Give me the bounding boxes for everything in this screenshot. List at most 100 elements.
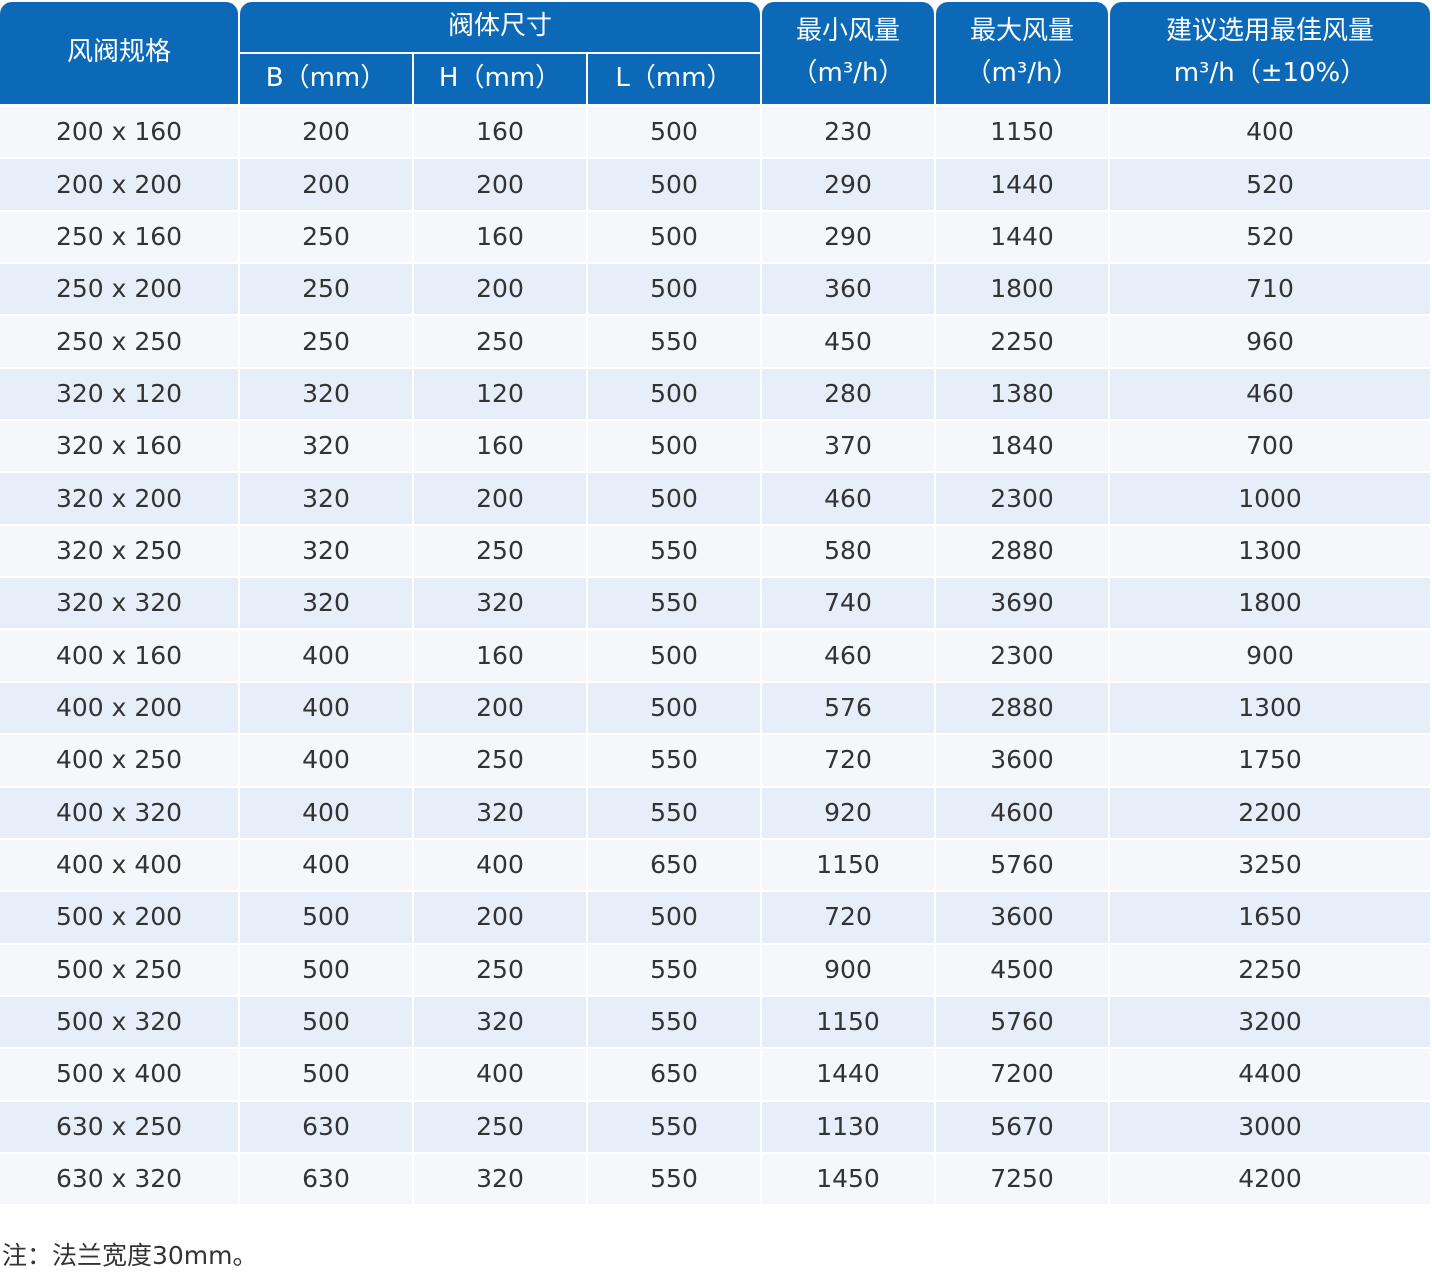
table-cell: 5760 — [936, 996, 1108, 1048]
header-text: 风阀规格 — [66, 37, 171, 68]
table-cell: 500 x 200 — [0, 892, 238, 943]
table-cell: 250 — [240, 211, 412, 263]
header-cell: 阀体尺寸 — [240, 2, 760, 52]
table-cell: 160 — [414, 630, 586, 681]
table-cell: 920 — [762, 787, 934, 838]
table-cell: 290 — [762, 211, 934, 263]
table-cell: 200 x 200 — [0, 159, 238, 210]
table-cell: 200 x 160 — [0, 107, 238, 158]
table-cell: 2250 — [1110, 944, 1430, 995]
table-cell: 550 — [588, 944, 760, 995]
table-cell: 320 — [414, 787, 586, 838]
table-cell: 500 x 250 — [0, 944, 238, 995]
table-cell: 3690 — [936, 578, 1108, 629]
table-cell: 630 — [240, 1154, 412, 1205]
header-text: L（mm） — [615, 63, 733, 94]
table-cell: 1750 — [1110, 735, 1430, 786]
table-cell: 360 — [762, 264, 934, 315]
table-cell: 4600 — [936, 787, 1108, 838]
table-cell: 400 — [414, 839, 586, 891]
table-cell: 400 x 200 — [0, 682, 238, 734]
table-cell: 900 — [762, 944, 934, 995]
table-cell: 500 — [588, 630, 760, 681]
table-cell: 5670 — [936, 1101, 1108, 1152]
header-cell: 建议选用最佳风量 m³/h（±10%） — [1110, 2, 1430, 104]
table-cell: 1800 — [936, 264, 1108, 315]
header-cell: 风阀规格 — [0, 2, 238, 104]
table-cell: 550 — [588, 787, 760, 838]
table-cell: 200 — [414, 264, 586, 315]
header-text: H（mm） — [438, 63, 562, 94]
table-cell: 630 x 320 — [0, 1154, 238, 1205]
table-cell: 320 x 120 — [0, 368, 238, 420]
table-cell: 400 x 160 — [0, 630, 238, 681]
table-cell: 5760 — [936, 839, 1108, 891]
table-cell: 550 — [588, 316, 760, 367]
table-cell: 740 — [762, 578, 934, 629]
table-cell: 3000 — [1110, 1101, 1430, 1152]
table-cell: 200 — [414, 159, 586, 210]
table-cell: 1150 — [762, 839, 934, 891]
table-cell: 320 x 250 — [0, 525, 238, 577]
table-cell: 630 x 250 — [0, 1101, 238, 1152]
table-cell: 500 — [588, 264, 760, 315]
table-cell: 400 — [240, 787, 412, 838]
table-cell: 720 — [762, 735, 934, 786]
table-cell: 460 — [762, 473, 934, 524]
table-cell: 400 — [240, 630, 412, 681]
table-cell: 500 — [588, 473, 760, 524]
table-cell: 2300 — [936, 473, 1108, 524]
table-cell: 2880 — [936, 525, 1108, 577]
header-text: （m³/h） — [791, 58, 905, 88]
table-cell: 500 — [240, 892, 412, 943]
table-cell: 160 — [414, 107, 586, 158]
table-cell: 400 — [240, 735, 412, 786]
table-cell: 500 — [240, 944, 412, 995]
header-cell: H（mm） — [414, 54, 586, 104]
table-cell: 1300 — [1110, 682, 1430, 734]
table-cell: 200 — [414, 892, 586, 943]
table-cell: 500 — [588, 421, 760, 472]
table-cell: 500 — [588, 159, 760, 210]
table-cell: 7250 — [936, 1154, 1108, 1205]
table-cell: 290 — [762, 159, 934, 210]
table-cell: 580 — [762, 525, 934, 577]
table-cell: 250 — [414, 944, 586, 995]
table-cell: 320 x 320 — [0, 578, 238, 629]
table-cell: 4400 — [1110, 1049, 1430, 1100]
table-cell: 3600 — [936, 892, 1108, 943]
table-cell: 7200 — [936, 1049, 1108, 1100]
header-text: 最小风量 — [795, 16, 900, 47]
table-cell: 1440 — [936, 211, 1108, 263]
table-cell: 460 — [1110, 368, 1430, 420]
table-cell: 650 — [588, 839, 760, 891]
table-cell: 250 — [240, 316, 412, 367]
table-cell: 320 — [240, 525, 412, 577]
table-cell: 200 — [414, 473, 586, 524]
table-cell: 250 — [240, 264, 412, 315]
table-cell: 320 — [414, 578, 586, 629]
table-cell: 4200 — [1110, 1154, 1430, 1205]
table-cell: 250 — [414, 316, 586, 367]
note: 注：法兰宽度30mm。 — [2, 1241, 258, 1270]
table-cell: 320 x 160 — [0, 421, 238, 472]
table-cell: 1440 — [936, 159, 1108, 210]
table-cell: 3250 — [1110, 839, 1430, 891]
table-cell: 160 — [414, 421, 586, 472]
table-cell: 720 — [762, 892, 934, 943]
header-text: B（mm） — [265, 63, 387, 94]
table-cell: 250 x 200 — [0, 264, 238, 315]
table-cell: 550 — [588, 578, 760, 629]
table-cell: 400 x 320 — [0, 787, 238, 838]
table-cell: 520 — [1110, 159, 1430, 210]
table-cell: 250 — [414, 525, 586, 577]
table-cell: 550 — [588, 1154, 760, 1205]
table-cell: 900 — [1110, 630, 1430, 681]
table-cell: 500 — [588, 892, 760, 943]
table-cell: 630 — [240, 1101, 412, 1152]
table-cell: 3200 — [1110, 996, 1430, 1048]
header-cell: L（mm） — [588, 54, 760, 104]
table-cell: 320 — [240, 421, 412, 472]
table-cell: 1150 — [936, 107, 1108, 158]
